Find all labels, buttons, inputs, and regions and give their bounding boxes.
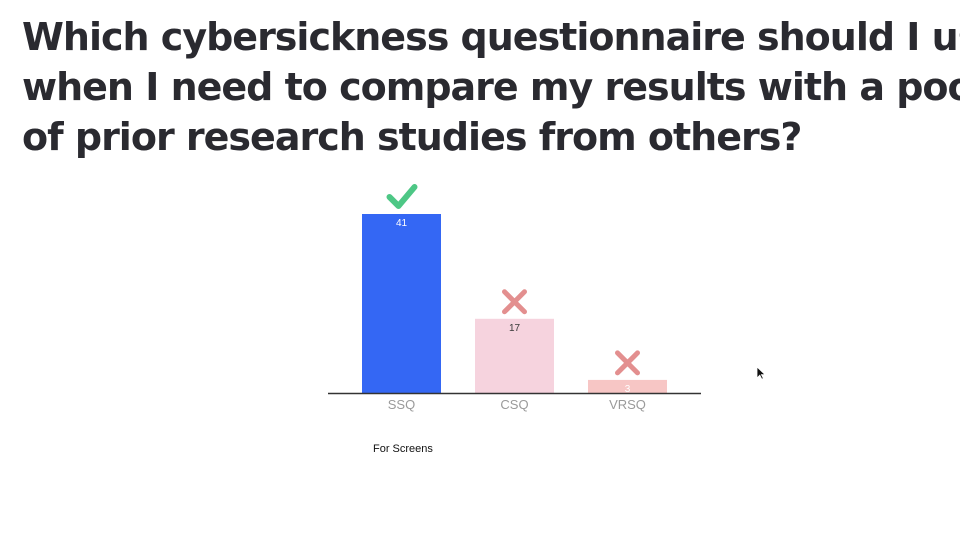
tick-label-ssq: SSQ: [388, 397, 415, 412]
mouse-cursor-icon: [756, 366, 766, 380]
value-label-vrsq: 3: [625, 384, 631, 395]
question-line-3: of prior research studies from others?: [22, 115, 802, 159]
value-label-ssq: 41: [396, 218, 408, 229]
bar-ssq: [362, 214, 441, 393]
tick-label-csq: CSQ: [500, 397, 528, 412]
question-title: Which cybersickness questionnaire should…: [22, 12, 960, 162]
check-icon: [386, 184, 418, 209]
bar-csq: [475, 318, 554, 393]
tick-label-vrsq: VRSQ: [609, 397, 646, 412]
value-label-csq: 17: [509, 323, 521, 334]
bar-vrsq: [588, 379, 667, 393]
question-line-2: when I need to compare my results with a…: [22, 65, 960, 109]
question-line-1: Which cybersickness questionnaire should…: [22, 15, 960, 59]
cross-icon: [615, 350, 640, 376]
chart-caption: For Screens: [373, 443, 433, 455]
cross-icon: [502, 289, 527, 315]
